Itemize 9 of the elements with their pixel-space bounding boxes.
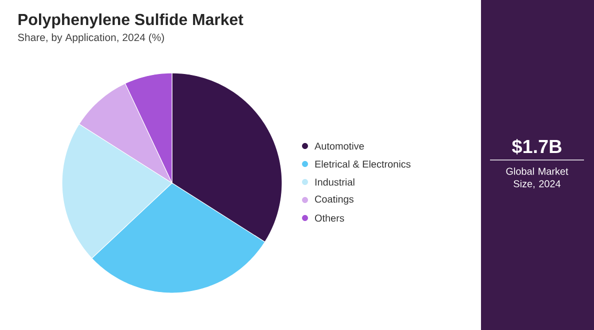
text: Global Market Size, 2024 (506, 168, 568, 188)
chart-subtitle: Share, by Application, 2024 (%) (18, 33, 164, 44)
legend-label: Others (314, 214, 344, 222)
legend-label: Automotive (314, 142, 364, 150)
text: $1.7B (512, 138, 562, 154)
legend-label: Eletrical & Electronics (315, 160, 410, 168)
chart-title: Polyphenylene Sulfide Market (18, 13, 244, 28)
legend-label: Coatings (315, 195, 354, 205)
legend-label: Industrial (315, 178, 354, 186)
